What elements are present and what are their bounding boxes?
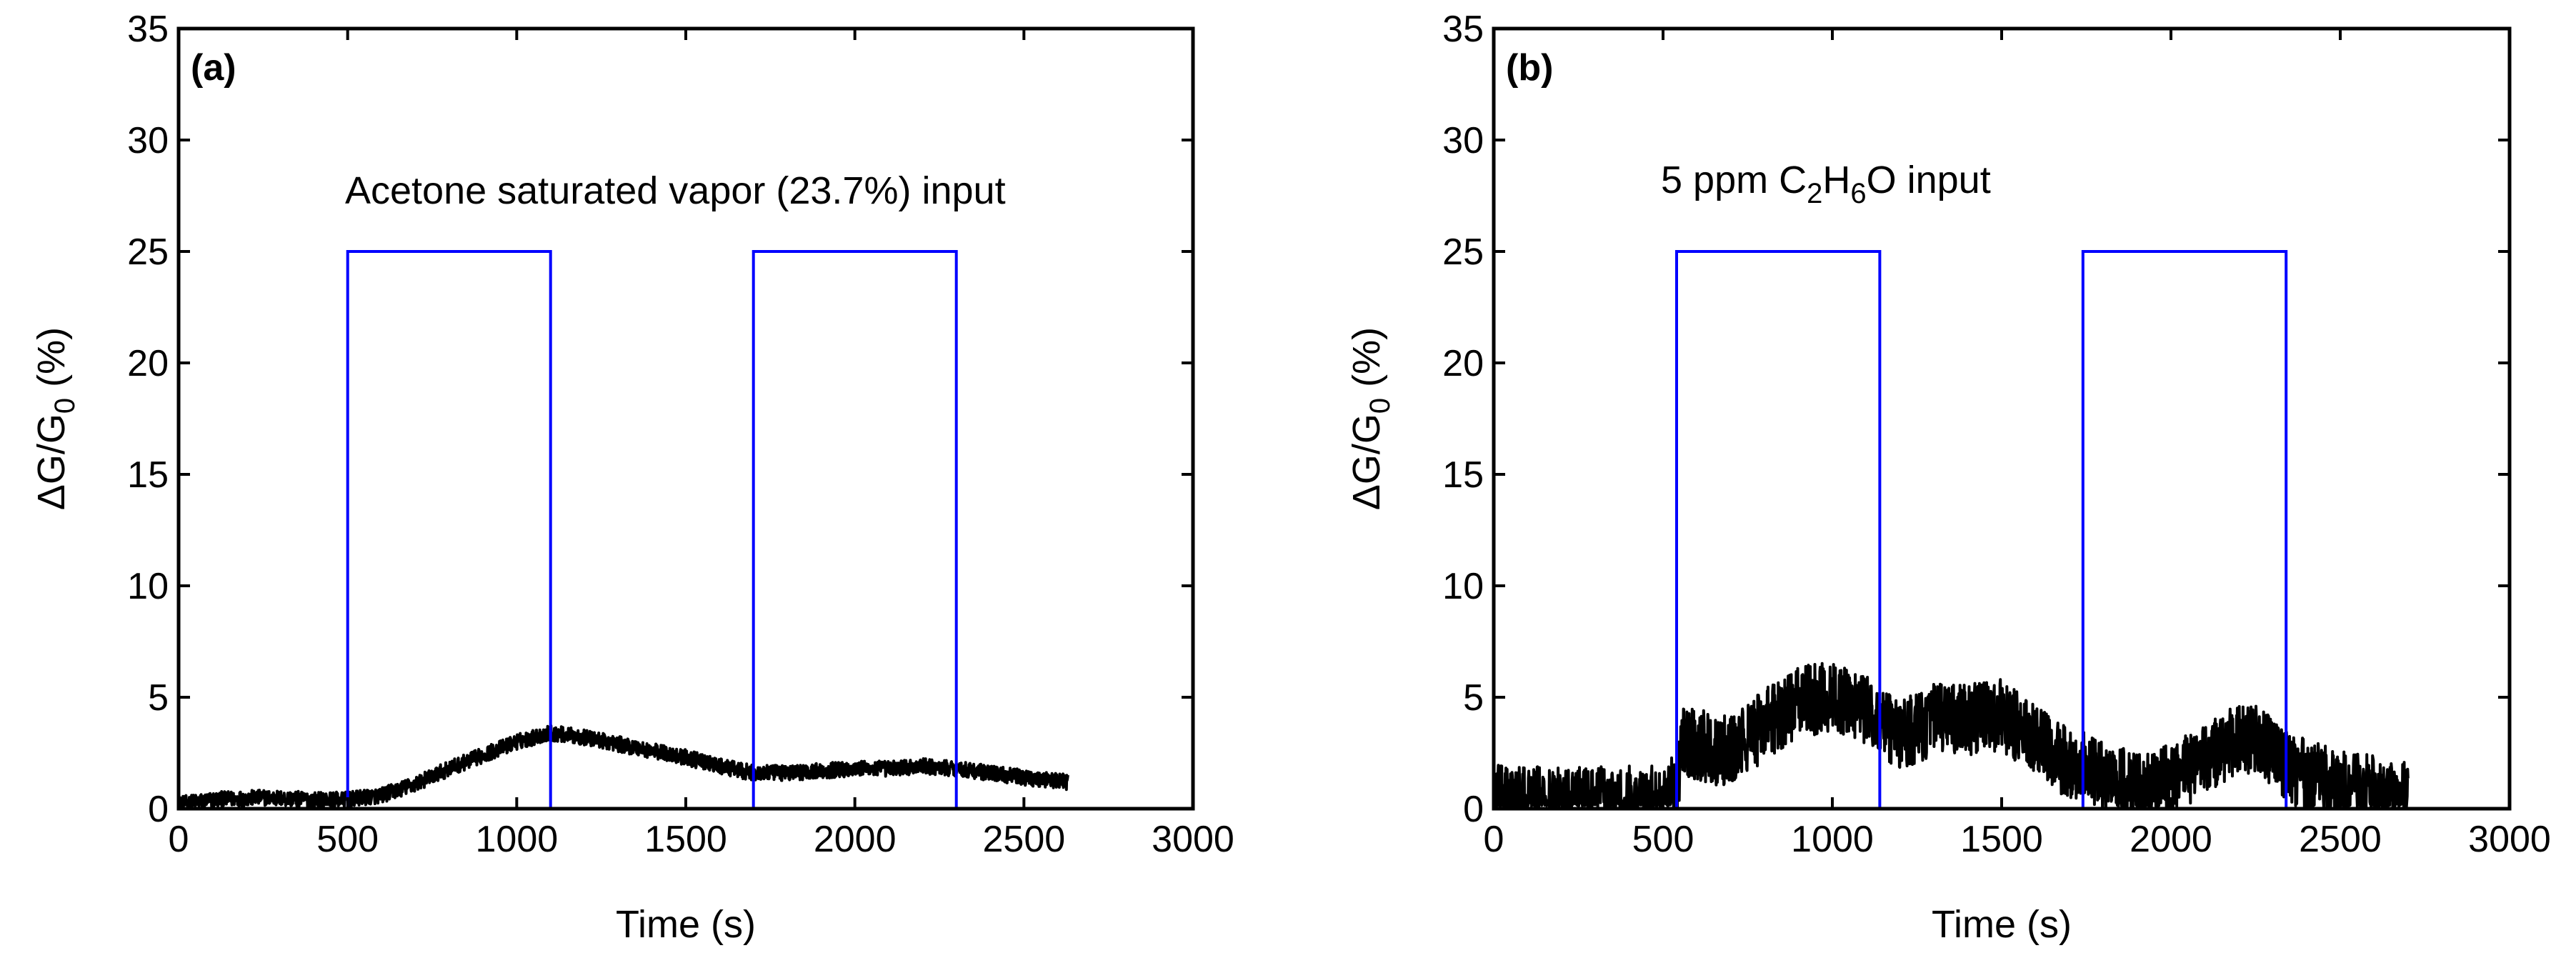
y-axis-label-b-prefix: ΔG/G [1345, 414, 1388, 510]
panel-label-b: (b) [1506, 47, 1553, 89]
y-tick-label-a-3: 15 [127, 454, 169, 496]
x-tick-label-a-3: 1500 [644, 819, 727, 860]
y-tick-label-b-2: 10 [1442, 566, 1484, 607]
annotation-b-mid: H [1822, 159, 1850, 201]
x-tick-label-b-3: 1500 [1960, 819, 2043, 860]
x-tick-label-b-0: 0 [1484, 819, 1504, 860]
x-axis-label-a: Time (s) [616, 903, 756, 946]
y-tick-label-b-4: 20 [1442, 343, 1484, 384]
y-axis-label-a: ΔG/G0 (%) [30, 327, 81, 510]
x-tick-label-b-2: 1000 [1791, 819, 1874, 860]
y-tick-label-a-6: 30 [127, 120, 169, 161]
y-tick-label-b-3: 15 [1442, 454, 1484, 496]
y-tick-label-a-1: 5 [148, 677, 169, 719]
y-tick-label-a-7: 35 [127, 9, 169, 50]
y-tick-label-a-0: 0 [148, 789, 169, 830]
x-tick-label-a-2: 1000 [475, 819, 558, 860]
annotation-b-sub1: 2 [1807, 178, 1822, 209]
y-tick-label-b-1: 5 [1463, 677, 1484, 719]
y-axis-label-a-sub: 0 [49, 398, 81, 414]
plot-area-a [179, 29, 1193, 809]
axes-frame-a [176, 26, 1195, 811]
y-axis-label-a-prefix: ΔG/G [30, 414, 73, 510]
y-axis-label-b-sub: 0 [1364, 398, 1396, 414]
input-pulse-line-b [1494, 250, 2288, 809]
x-axis-label-b: Time (s) [1932, 903, 2072, 946]
x-tick-label-a-6: 3000 [1152, 819, 1234, 860]
y-tick-label-a-4: 20 [127, 343, 169, 384]
annotation-b-suffix: O input [1867, 159, 1991, 201]
x-tick-label-b-6: 3000 [2468, 819, 2551, 860]
x-tick-label-b-5: 2500 [2299, 819, 2382, 860]
signal-line-a [179, 724, 1069, 809]
axes-frame-b [1492, 26, 2512, 811]
panel-label-a: (a) [191, 47, 236, 89]
y-tick-label-a-2: 10 [127, 566, 169, 607]
y-tick-label-b-5: 25 [1442, 231, 1484, 273]
x-tick-label-b-1: 500 [1632, 819, 1694, 860]
annotation-b-prefix: 5 ppm C [1661, 159, 1807, 201]
annotation-b: 5 ppm C2H6O input [1661, 159, 1991, 209]
annotation-a: Acetone saturated vapor (23.7%) input [345, 169, 1006, 212]
x-tick-label-a-4: 2000 [814, 819, 897, 860]
y-axis-label-b-suffix: (%) [1345, 327, 1388, 398]
input-pulse-line-a [179, 250, 958, 809]
y-tick-label-b-6: 30 [1442, 120, 1484, 161]
x-tick-label-a-0: 0 [169, 819, 189, 860]
x-tick-label-b-4: 2000 [2130, 819, 2212, 860]
y-tick-label-b-7: 35 [1442, 9, 1484, 50]
ticks-layer-a: 0 500 1000 1500 2000 2500 3000 0 5 10 15 20 25 30 35 [127, 9, 1234, 860]
y-axis-label-b: ΔG/G0 (%) [1345, 327, 1396, 510]
x-tick-label-a-1: 500 [316, 819, 379, 860]
y-tick-label-a-5: 25 [127, 231, 169, 273]
panel-a: 0 500 1000 1500 2000 2500 3000 0 5 10 15 20 25 30 35 (… [30, 9, 1234, 946]
annotation-b-sub2: 6 [1850, 178, 1866, 209]
series-layer-a [179, 250, 1069, 809]
y-axis-label-a-suffix: (%) [30, 327, 73, 398]
y-tick-label-b-0: 0 [1463, 789, 1484, 830]
plot-area-b [1494, 29, 2510, 809]
x-tick-label-a-5: 2500 [982, 819, 1065, 860]
